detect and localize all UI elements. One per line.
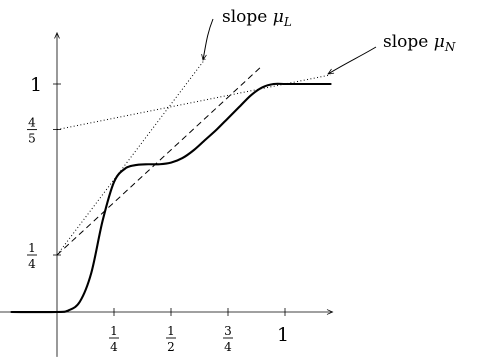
x-tick-label-2-numerator: 3: [224, 324, 232, 338]
x-tick-label-0-numerator: 1: [110, 324, 118, 338]
x-tick-label-1-denominator: 2: [167, 340, 175, 354]
x-tick-label-0-denominator: 4: [110, 340, 118, 354]
x-tick-label-2-denominator: 4: [224, 340, 232, 354]
slope-label-1: slope μN: [383, 32, 456, 54]
y-tick-label-0-numerator: 1: [28, 241, 36, 255]
y-tick-label-0: 14: [27, 241, 37, 271]
y-tick-label-0-denominator: 4: [28, 257, 36, 271]
x-tick-label-0: 14: [109, 324, 119, 354]
dotted-line-1: [56, 58, 206, 256]
main-curve: [10, 82, 332, 314]
x-tick-label-1: 12: [166, 324, 176, 354]
slope-annotation-0: slope μL: [203, 7, 292, 60]
slope-annotation-1: slope μN: [328, 32, 456, 74]
slope-label-0: slope μL: [222, 7, 292, 29]
x-tick-label-2: 34: [223, 324, 233, 354]
y-tick-label-1-numerator: 4: [28, 116, 36, 130]
x-tick-label-3: 1: [277, 324, 289, 346]
data-series: [10, 82, 332, 314]
y-tick-label-1-denominator: 5: [28, 132, 36, 146]
annotations: slope μL slope μN: [203, 7, 456, 74]
y-tick-label-1: 45: [27, 116, 37, 146]
dashed-line-3: [56, 65, 263, 256]
x-tick-label-1-numerator: 1: [167, 324, 175, 338]
dotted-line-2: [56, 74, 331, 131]
slope-lines: [56, 58, 331, 256]
slope-pointer-arrow-0: [203, 18, 214, 60]
y-tick-label-2: 1: [30, 74, 42, 96]
slope-pointer-arrow-1: [328, 46, 377, 74]
axes: [0, 33, 333, 357]
